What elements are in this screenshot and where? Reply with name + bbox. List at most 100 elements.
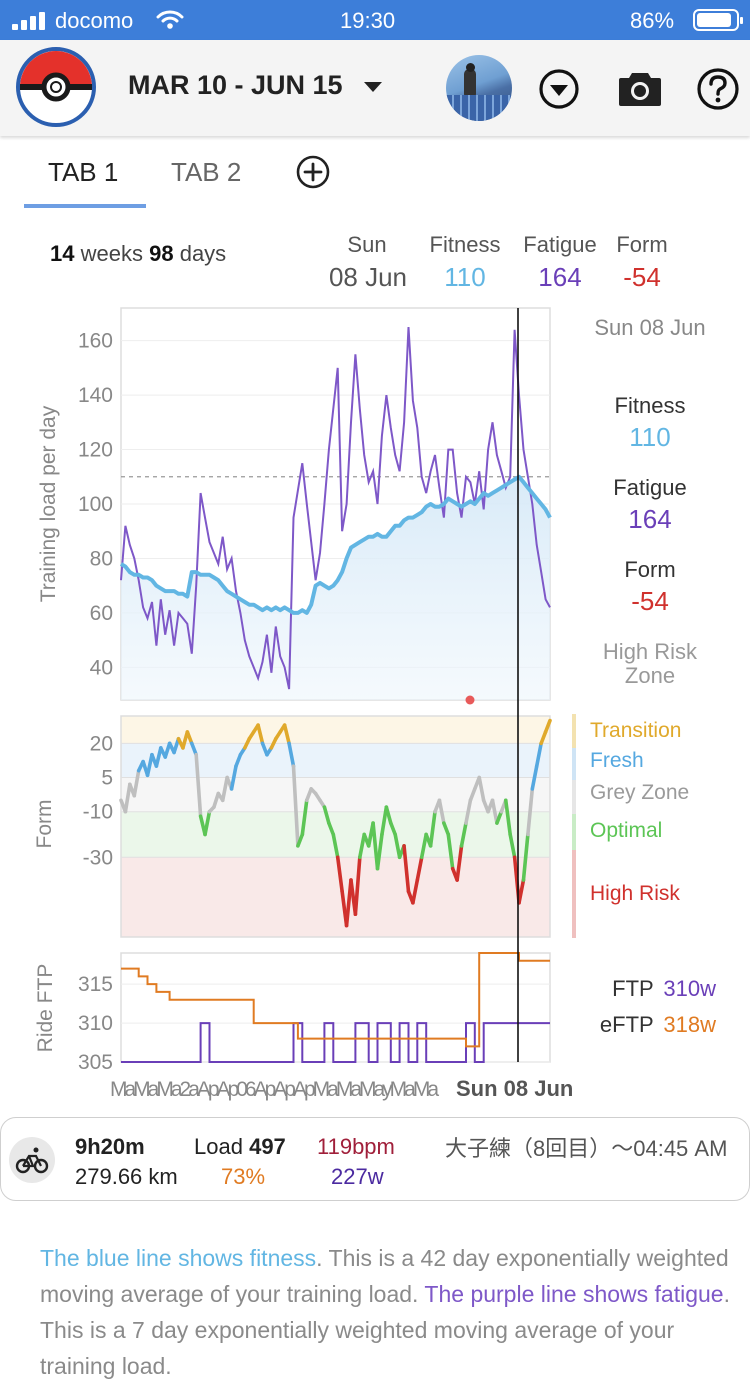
form-line-segment bbox=[539, 730, 548, 746]
side-date: Sun 08 Jun bbox=[594, 315, 706, 340]
load-tick-label: 80 bbox=[90, 547, 113, 570]
weeks-word: weeks bbox=[80, 241, 143, 266]
tab-2-label: TAB 2 bbox=[171, 157, 242, 187]
form-line-segment bbox=[530, 764, 539, 791]
app-logo-icon[interactable] bbox=[15, 46, 97, 128]
date-range-label: MAR 10 - JUN 15 bbox=[128, 70, 343, 100]
form-line-segment bbox=[203, 809, 212, 837]
legend-high-risk: High Risk bbox=[590, 882, 680, 905]
summary-form-value: -54 bbox=[623, 262, 661, 292]
active-tab-indicator bbox=[24, 204, 146, 208]
form-line-segment bbox=[256, 723, 265, 746]
form-line-segment bbox=[154, 746, 163, 768]
activity-card[interactable]: 9h20m 279.66 km Load 497 73% 119bpm 227w… bbox=[0, 1117, 750, 1201]
form-line-segment bbox=[296, 832, 305, 848]
tab-1-label: TAB 1 bbox=[48, 157, 119, 187]
form-line-segment bbox=[300, 798, 309, 837]
form-line-segment bbox=[145, 752, 154, 778]
form-line-segment bbox=[419, 832, 428, 860]
heart-rate: 119bpm bbox=[317, 1134, 395, 1159]
fitness-line bbox=[119, 474, 552, 615]
chart-description: The blue line shows fitness. This is a 4… bbox=[40, 1240, 730, 1384]
form-line-segment bbox=[185, 730, 194, 746]
add-tab-icon[interactable] bbox=[295, 154, 331, 190]
form-line-segment bbox=[446, 832, 455, 871]
side-form-value: -54 bbox=[631, 586, 669, 616]
signal-icon bbox=[12, 12, 48, 30]
form-tick-label: 20 bbox=[90, 732, 113, 755]
form-line-segment bbox=[229, 764, 238, 791]
summary-fitness-label: Fitness bbox=[429, 232, 501, 257]
form-line-segment bbox=[442, 821, 451, 837]
form-line-segment bbox=[335, 855, 344, 894]
form-line-segment bbox=[132, 768, 141, 798]
battery-percent: 86% bbox=[630, 8, 675, 33]
load-tick-label: 140 bbox=[78, 384, 113, 407]
tab-2[interactable]: TAB 2 bbox=[171, 152, 241, 208]
form-zone-band bbox=[121, 716, 550, 744]
fatigue-phrase: The purple line shows fatigue bbox=[424, 1281, 724, 1307]
dropdown-circle-icon[interactable] bbox=[538, 68, 580, 110]
camera-icon[interactable] bbox=[618, 69, 662, 107]
help-icon[interactable] bbox=[696, 67, 740, 111]
race-marker bbox=[465, 695, 475, 705]
fitness-phrase: The blue line shows fitness bbox=[40, 1245, 317, 1271]
avatar[interactable] bbox=[446, 55, 512, 121]
form-line-segment bbox=[331, 832, 340, 860]
ftp-axis-title: Ride FTP bbox=[34, 963, 57, 1053]
form-line-segment bbox=[322, 805, 331, 825]
form-line-segment bbox=[468, 787, 477, 803]
status-bar: docomo 19:30 86% bbox=[0, 0, 750, 40]
summary-fitness-value: 110 bbox=[444, 262, 486, 292]
form-line-segment bbox=[327, 821, 336, 837]
date-range-selector[interactable]: MAR 10 - JUN 15 bbox=[128, 70, 383, 101]
activity-duration: 9h20m bbox=[75, 1134, 145, 1159]
form-line-segment bbox=[459, 821, 468, 848]
form-line-segment bbox=[428, 809, 437, 848]
load-percent: 73% bbox=[221, 1164, 266, 1189]
ftp-label: FTP bbox=[612, 976, 654, 1001]
form-line-segment bbox=[234, 752, 243, 768]
form-line-segment bbox=[212, 791, 221, 809]
activity-load: Load 497 bbox=[194, 1134, 286, 1160]
load-tick-label: 160 bbox=[78, 330, 113, 353]
form-axis-title: Form bbox=[33, 799, 56, 849]
legend-optimal: Optimal bbox=[590, 819, 663, 842]
form-line-segment bbox=[282, 723, 291, 746]
tab-1[interactable]: TAB 1 bbox=[48, 152, 118, 208]
load-chart: 40 60 80 100 120 140 160 bbox=[78, 307, 552, 705]
form-line-segment bbox=[521, 832, 530, 882]
form-line-segment bbox=[291, 764, 300, 848]
form-line-segment bbox=[415, 855, 424, 882]
form-zone-band bbox=[121, 857, 550, 937]
ftp-tick-label: 305 bbox=[78, 1051, 113, 1074]
form-line-segment bbox=[189, 741, 198, 757]
side-fatigue-value: 164 bbox=[628, 504, 672, 534]
eftp-line bbox=[121, 952, 550, 1048]
side-form-label: Form bbox=[624, 557, 676, 582]
load-tick-label: 60 bbox=[90, 602, 113, 625]
form-line-segment bbox=[375, 832, 384, 871]
fatigue-line bbox=[120, 327, 551, 690]
form-line-segment bbox=[543, 718, 552, 734]
load-axis-title: Training load per day bbox=[37, 405, 60, 603]
form-tick-label: 5 bbox=[101, 767, 113, 790]
form-chart: 20 5 -10 -30 bbox=[83, 715, 552, 938]
app-bar: MAR 10 - JUN 15 bbox=[0, 40, 750, 136]
form-line-segment bbox=[411, 878, 420, 905]
form-line-segment bbox=[503, 798, 512, 837]
range-length: 14 weeks 98 days bbox=[50, 241, 226, 267]
legend-transition: Transition bbox=[590, 719, 682, 742]
eftp-legend: eFTP 318w bbox=[566, 1012, 716, 1038]
ftp-tick-label: 315 bbox=[78, 973, 113, 996]
side-fitness-label: Fitness bbox=[614, 393, 686, 418]
bike-icon bbox=[9, 1137, 55, 1183]
battery-icon bbox=[693, 9, 743, 31]
legend-grey-zone: Grey Zone bbox=[590, 781, 690, 804]
fitness-chart[interactable]: 40 60 80 100 120 140 160 20 5 -10 -30 305 310 315 bbox=[0, 0, 750, 1110]
form-line-segment bbox=[490, 798, 499, 825]
x-axis-labels: MaMaMa2aApAp06ApApApMaMaMayMaMa bbox=[110, 1078, 439, 1101]
ftp-line bbox=[121, 1022, 550, 1063]
activity-name[interactable]: 大子練（8回目）～04:45 AM bbox=[445, 1136, 728, 1161]
form-line-segment bbox=[123, 782, 132, 814]
